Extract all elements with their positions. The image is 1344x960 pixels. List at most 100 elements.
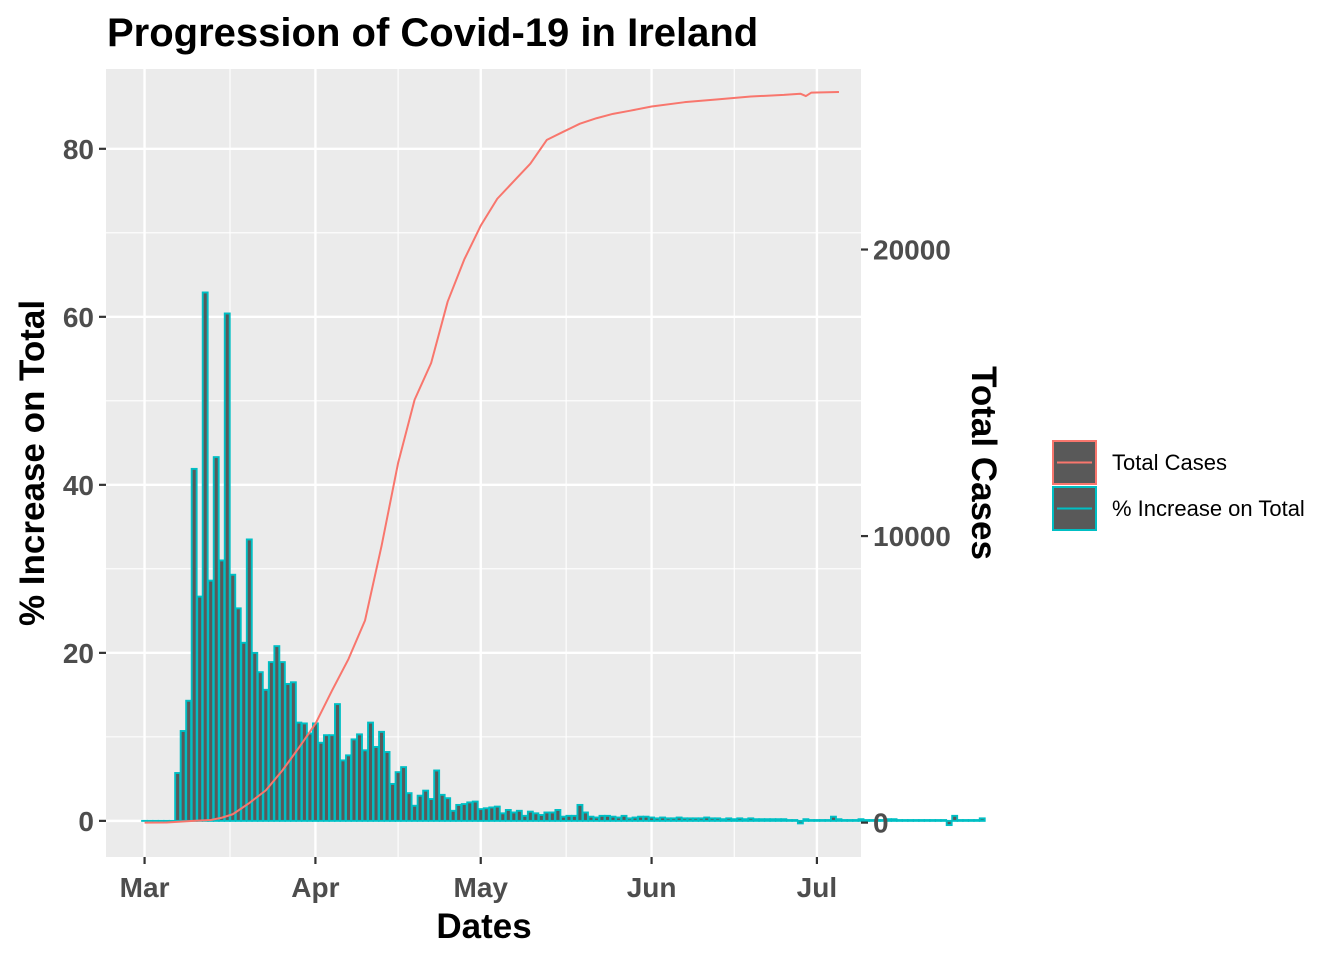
bar	[559, 815, 567, 822]
legend: Total Cases % Increase on Total	[1052, 440, 1305, 531]
bar	[234, 607, 242, 822]
bar	[295, 721, 303, 822]
x-tick-label: Apr	[291, 872, 339, 903]
bar	[394, 771, 402, 822]
y2-tick-label: 20000	[873, 235, 951, 266]
bar	[256, 671, 264, 822]
bar	[741, 818, 749, 822]
bar	[725, 817, 733, 822]
bar	[378, 730, 385, 822]
bar	[499, 812, 507, 822]
bar	[416, 794, 424, 822]
bar	[262, 688, 270, 822]
x-tick-label: Mar	[120, 872, 170, 903]
bar	[565, 814, 573, 822]
bar	[785, 819, 793, 822]
bar	[620, 814, 628, 822]
bar	[857, 818, 865, 822]
bar	[912, 819, 920, 822]
bar	[686, 817, 694, 822]
bar	[460, 803, 468, 822]
bar	[923, 819, 931, 822]
bar	[389, 782, 396, 822]
bar	[383, 751, 391, 822]
bar	[306, 732, 314, 822]
bar	[956, 819, 964, 822]
bar	[510, 811, 518, 822]
bar	[229, 573, 237, 822]
bar	[218, 559, 226, 822]
chart-title: Progression of Covid-19 in Ireland	[107, 11, 758, 55]
bar	[207, 579, 215, 822]
y-tick-label: 0	[78, 806, 94, 837]
bar	[631, 816, 639, 822]
bar	[411, 804, 419, 822]
bar	[223, 312, 231, 822]
bar	[284, 682, 292, 822]
bar	[422, 789, 430, 822]
bar	[863, 819, 870, 822]
bar	[675, 816, 683, 822]
bar	[174, 772, 182, 822]
bar	[719, 818, 727, 822]
bar	[758, 818, 766, 822]
bar	[934, 819, 942, 822]
bar	[455, 803, 463, 822]
bar	[334, 703, 341, 822]
bar	[697, 817, 705, 822]
bars	[141, 291, 986, 827]
bar	[830, 815, 837, 822]
bar	[477, 808, 485, 822]
bar	[482, 807, 490, 822]
bar	[604, 814, 611, 822]
bar	[537, 814, 545, 822]
bar	[554, 809, 562, 822]
bar	[802, 818, 810, 822]
bar	[400, 766, 408, 822]
bar	[824, 819, 832, 822]
y-tick-label: 80	[63, 134, 94, 165]
bar	[752, 818, 760, 822]
bar	[571, 814, 578, 822]
bar	[730, 818, 738, 822]
bar	[714, 817, 722, 822]
bar	[791, 819, 799, 822]
bar	[890, 818, 898, 822]
bar	[323, 734, 330, 822]
x-tick-label: May	[454, 872, 509, 903]
x-tick-label: Jul	[797, 872, 837, 903]
bar	[780, 818, 788, 822]
bar	[267, 661, 275, 822]
bar	[521, 814, 529, 822]
bar	[185, 699, 193, 822]
bar	[548, 811, 556, 822]
y-tick-label: 40	[63, 470, 94, 501]
bar	[945, 819, 953, 827]
bar	[951, 814, 959, 822]
x-tick-label: Jun	[627, 872, 677, 903]
bar	[201, 291, 209, 822]
bar	[339, 759, 347, 822]
bar	[543, 811, 551, 822]
bar	[278, 661, 286, 822]
x-axis-title: Dates	[436, 907, 531, 946]
bar	[659, 816, 667, 822]
bar	[576, 803, 584, 822]
bar	[835, 818, 843, 822]
bar	[438, 793, 446, 822]
bar	[774, 818, 782, 822]
bar	[444, 797, 452, 822]
y2-tick-label: 0	[873, 808, 889, 839]
bar	[245, 538, 253, 822]
bar	[642, 815, 650, 822]
bar	[648, 816, 656, 822]
bar	[769, 818, 777, 822]
bar	[918, 819, 926, 822]
y2-tick-label: 10000	[873, 521, 951, 552]
bar	[433, 769, 441, 822]
y-axis-title: % Increase on Total	[13, 300, 52, 626]
y2-axis-title: Total Cases	[964, 366, 1003, 560]
bar	[311, 722, 319, 822]
bar	[609, 815, 617, 822]
